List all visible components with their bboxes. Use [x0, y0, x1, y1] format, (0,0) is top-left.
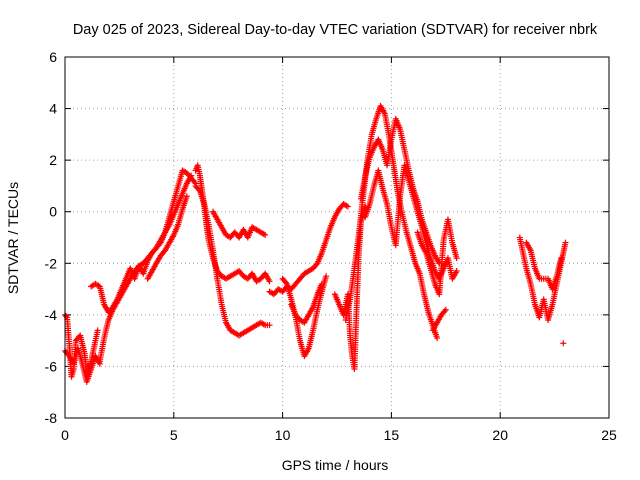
series-track-e	[144, 193, 190, 282]
y-tick-label: 0	[49, 204, 57, 220]
data-point	[266, 322, 273, 329]
data-point	[323, 273, 330, 280]
chart-title: Day 025 of 2023, Sidereal Day-to-day VTE…	[73, 22, 598, 38]
x-tick-labels: 0 5 10 15 20 25	[61, 427, 617, 443]
data-point	[560, 340, 567, 347]
axis-ticks	[64, 56, 610, 419]
y-tick-label: 6	[49, 49, 57, 65]
data-point	[313, 261, 320, 268]
data-point	[442, 306, 449, 313]
series-track-i	[266, 200, 351, 298]
series-track-h	[209, 208, 269, 241]
series-track-s	[523, 239, 565, 293]
y-tick-label: -2	[45, 255, 58, 271]
data-point	[63, 313, 70, 320]
series-track-l	[331, 203, 369, 373]
data-point	[453, 268, 460, 275]
y-tick-label: -6	[45, 358, 58, 374]
series-track-k	[288, 280, 325, 326]
x-tick-label: 0	[61, 427, 69, 443]
series-track-t	[560, 340, 567, 347]
data-point	[562, 239, 569, 246]
series-track-f	[192, 162, 273, 285]
data-point	[183, 193, 190, 200]
x-tick-label: 25	[601, 427, 617, 443]
data-point	[441, 307, 448, 314]
x-tick-label: 5	[170, 427, 178, 443]
x-tick-label: 15	[384, 427, 400, 443]
data-point	[266, 278, 273, 285]
data-point	[195, 186, 202, 193]
data-point	[282, 279, 289, 286]
y-tick-label: 2	[49, 152, 57, 168]
data-point	[156, 240, 163, 247]
x-tick-label: 10	[275, 427, 291, 443]
data-points	[62, 102, 569, 385]
data-point	[434, 335, 441, 342]
y-tick-label: -4	[45, 307, 58, 323]
data-point	[262, 231, 269, 238]
series-track-g	[192, 182, 273, 339]
series-track-r	[516, 234, 569, 324]
y-tick-label: 4	[49, 101, 57, 117]
series-track-o	[362, 162, 460, 282]
data-point	[453, 255, 460, 262]
data-point	[94, 327, 101, 334]
data-point	[558, 255, 565, 262]
x-tick-label: 20	[492, 427, 508, 443]
series-track-q	[429, 306, 449, 334]
data-point	[191, 179, 198, 186]
plot-frame	[64, 56, 610, 419]
x-axis-label: GPS time / hours	[282, 457, 389, 473]
y-tick-label: -8	[45, 410, 58, 426]
series-track-d	[96, 167, 199, 365]
y-axis-label: SDTVAR / TECUs	[5, 182, 21, 294]
data-point	[318, 280, 325, 287]
data-point	[344, 203, 351, 210]
y-tick-labels: -8 -6 -4 -2 0 2 4 6	[45, 49, 58, 426]
series-track-p	[414, 216, 460, 298]
grid-lines	[65, 57, 609, 418]
